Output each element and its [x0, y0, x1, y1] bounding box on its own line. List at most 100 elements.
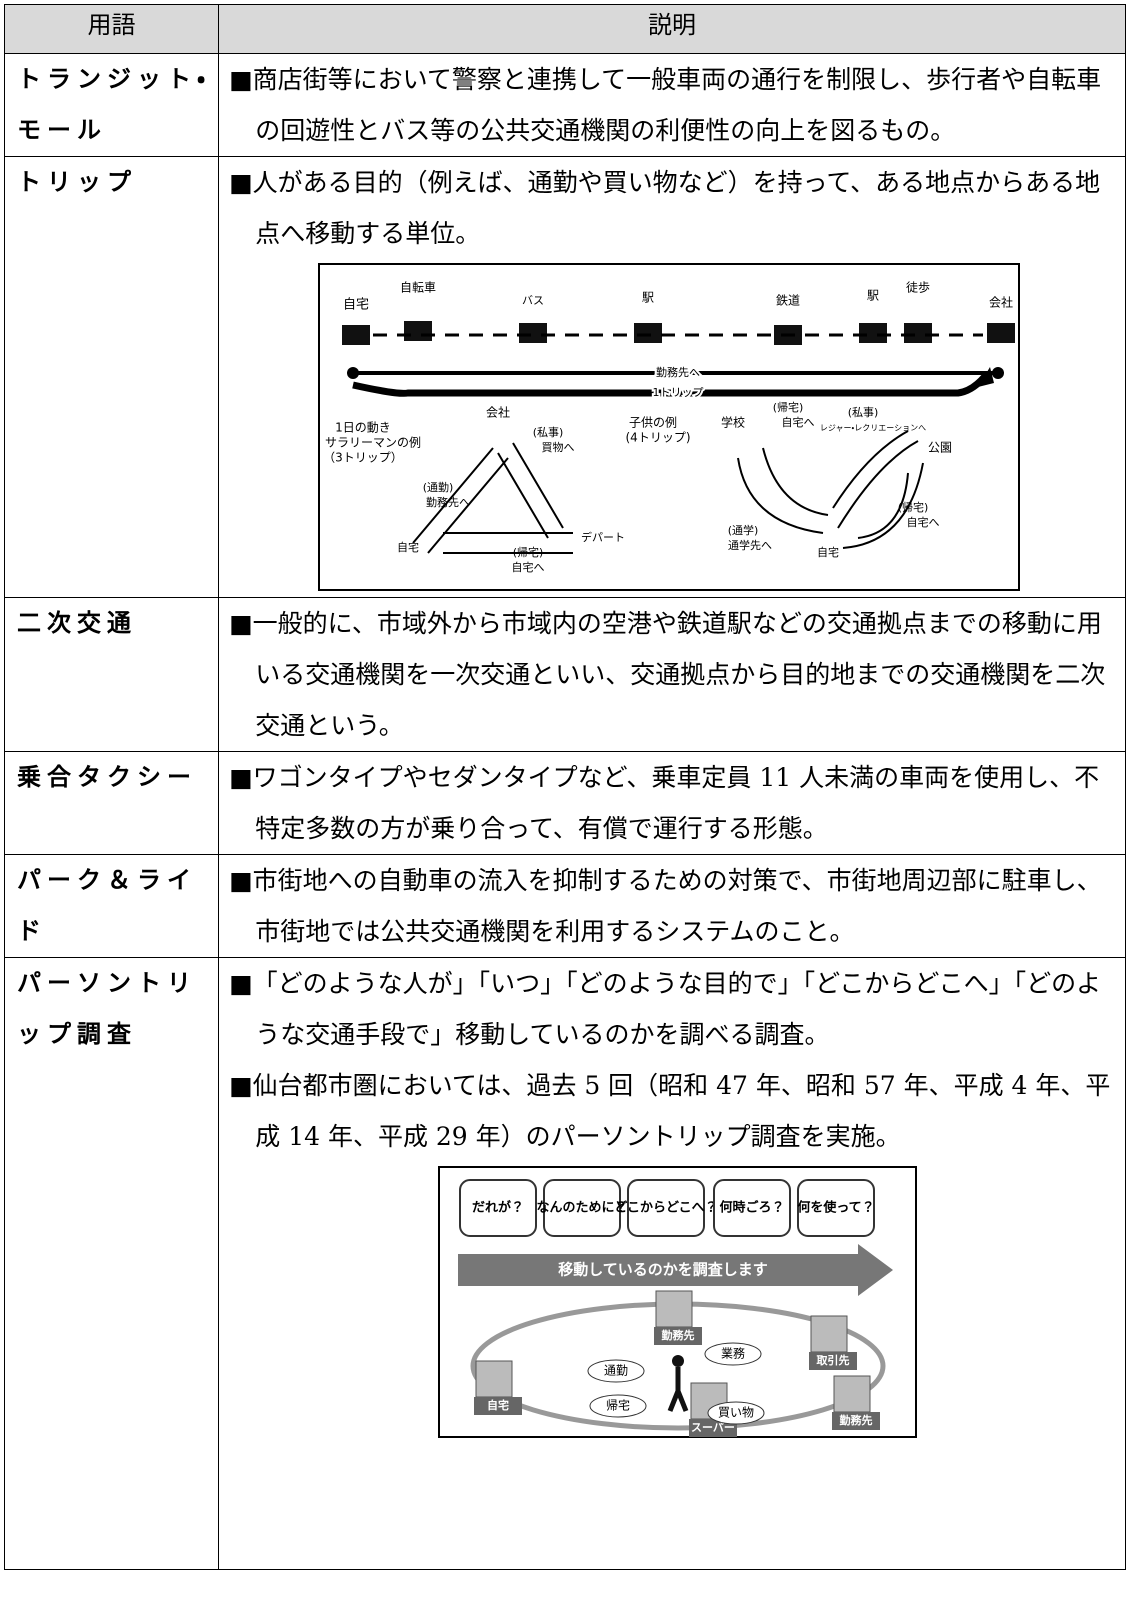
header-cell: 説明 [218, 4, 1126, 54]
diagram-label: (私事) [848, 406, 879, 419]
person-body [667, 1367, 689, 1412]
mode-icon [634, 323, 662, 343]
diagram-label: デパート [581, 530, 625, 544]
building [475, 1360, 513, 1398]
table-row: パーソントリップ調査 ■「どのような人が」「いつ」「どのような目的で」「どこからど… [4, 957, 1126, 1570]
table-row: トリップ ■人がある目的（例えば、通勤や買い物など）を持って、ある地点からある地点… [4, 156, 1126, 598]
trip-loop [737, 430, 924, 549]
speech-bubble [704, 1342, 762, 1366]
question-box [627, 1179, 705, 1237]
mode-icon [519, 323, 547, 343]
mode-icon [904, 323, 932, 343]
diagram-label: 徒歩 [906, 280, 930, 295]
place-label: 取引先 [817, 1353, 850, 1367]
description-cell: ■一般的に、市域外から市域内の空港や鉄道駅などの交通拠点までの移動に用いる交通機… [218, 597, 1126, 752]
frame [318, 263, 1020, 591]
speech-bubble [707, 1401, 765, 1425]
speech-bubble [589, 1394, 647, 1418]
diagram-label: 買物へ [542, 440, 575, 454]
header-row: 用語 説明 [4, 4, 1126, 54]
term-cell: トリップ [4, 156, 219, 598]
description-item: ■仙台都市圏においては、過去 5 回（昭和 47 年、昭和 57 年、平成 4 … [229, 1071, 1111, 1151]
diagram-label: 会社 [486, 405, 510, 420]
description-item: ■市街地への自動車の流入を抑制するための対策で、市街地周辺部に駐車し、市街地では… [229, 866, 1102, 946]
mode-icon [404, 321, 432, 341]
diagram-label: (帰宅) [898, 501, 929, 514]
question-text: 何時ごろ？ [719, 1200, 784, 1216]
bubble-text: 通勤 [604, 1364, 628, 1378]
question-text: どこからどこへ？ [614, 1201, 717, 1216]
term-cell: 二次交通 [4, 597, 219, 752]
diagram-label: レジャー・レクリエーションへ [820, 424, 926, 433]
diagram-label: 自宅へ [512, 561, 545, 574]
diagram-label: (4トリップ) [626, 431, 691, 445]
question-text: なんのために？ [536, 1201, 627, 1216]
question-box [713, 1179, 791, 1237]
glossary-table: 用語 説明 トランジット・モール ■商店街等において警察と連携して一般車両の通行を… [4, 4, 1126, 1570]
diagram-label: （3トリップ） [323, 451, 403, 465]
table-row: トランジット・モール ■商店街等において警察と連携して一般車両の通行を制限し、歩行… [4, 53, 1126, 157]
description-cell: ■「どのような人が」「いつ」「どのような目的で」「どこからどこへ」「どのような交… [218, 957, 1126, 1570]
description-cell: ■市街地への自動車の流入を抑制するための対策で、市街地周辺部に駐車し、市街地では… [218, 854, 1126, 958]
place-tag [474, 1397, 522, 1415]
diagram-label: (通学) [728, 523, 759, 537]
question-text: 何を使って？ [797, 1200, 874, 1216]
route-dot [992, 367, 1004, 379]
bubble-text: 買い物 [718, 1406, 754, 1420]
question-box [797, 1179, 875, 1237]
table-row: 二次交通 ■一般的に、市域外から市域内の空港や鉄道駅などの交通拠点までの移動に用い… [4, 597, 1126, 752]
diagram-label: 1トリップ [653, 386, 704, 399]
diagram-label: 公園 [928, 441, 952, 455]
trip-diagram: 自宅自転車バス駅鉄道 駅徒歩会社勤務先へ1トリップ1日の動きサラリーマンの例（3ト… [318, 263, 1020, 591]
mode-icon [342, 325, 370, 345]
mode-icon [987, 323, 1015, 343]
diagram-label: (帰宅) [773, 401, 804, 414]
description-item: ■「どのような人が」「いつ」「どのような目的で」「どこからどこへ」「どのような交… [229, 969, 1102, 1049]
mode-icon [859, 323, 887, 343]
diagram-label: (私事) [533, 426, 564, 439]
trip-arrow [352, 372, 989, 397]
diagram-label: 鉄道 [776, 293, 800, 308]
term-cell: 乗合タクシー [4, 751, 219, 855]
question-box [459, 1179, 537, 1237]
diagram-label: サラリーマンの例 [325, 436, 421, 450]
diagram-label: 自転車 [400, 281, 436, 295]
building [833, 1375, 871, 1413]
description-cell: ■商店街等において警察と連携して一般車両の通行を制限し、歩行者や自転車の回遊性と… [218, 53, 1126, 157]
diagram-label: 自宅へ [782, 416, 815, 429]
building [810, 1315, 848, 1353]
building [655, 1290, 693, 1328]
term-cell: パーク＆ライド [4, 854, 219, 958]
description-item: ■一般的に、市域外から市域内の空港や鉄道駅などの交通拠点までの移動に用いる交通機… [229, 609, 1106, 740]
bubble-text: 帰宅 [606, 1399, 630, 1413]
diagram-label: 通学先へ [728, 538, 772, 552]
header-cell: 用語 [4, 4, 219, 54]
frame [438, 1166, 917, 1438]
term-cell: トランジット・モール [4, 53, 219, 157]
description-cell: ■ワゴンタイプやセダンタイプなど、乗車定員 11 人未満の車両を使用し、不特定多… [218, 751, 1126, 855]
diagram-label: 会社 [989, 295, 1013, 310]
diagram-label: バス [522, 294, 544, 307]
place-label: 勤務先 [840, 1413, 873, 1427]
table-row: パーク＆ライド ■市街地への自動車の流入を抑制するための対策で、市街地周辺部に駐車… [4, 854, 1126, 958]
bubble-text: 業務 [721, 1347, 745, 1361]
place-label: スーパー [691, 1421, 735, 1434]
diagram-label: (帰宅) [513, 546, 544, 559]
diagram-label: 勤務先へ [426, 495, 470, 509]
diagram-label: (通勤) [423, 480, 454, 494]
description-item: ■ワゴンタイプやセダンタイプなど、乗車定員 11 人未満の車両を使用し、不特定多… [229, 763, 1100, 843]
diagram-label: 自宅 [397, 541, 419, 554]
trip-arrow-head [978, 367, 994, 387]
description-item: ■商店街等において警察と連携して一般車両の通行を制限し、歩行者や自転車の回遊性と… [229, 65, 1102, 145]
diagram-label: 自宅へ [907, 516, 940, 529]
person-head [672, 1355, 684, 1367]
place-label: 自宅 [487, 1398, 509, 1412]
person-trip-diagram: だれが？ なんのために？どこからどこへ？ 何時ごろ？ 何を使って？ 移動しているのかを調… [438, 1166, 917, 1438]
description-item: ■人がある目的（例えば、通勤や買い物など）を持って、ある地点からある地点へ移動す… [229, 168, 1101, 248]
diagram-label: 1日の動き [335, 421, 391, 435]
route-dot [347, 367, 359, 379]
description-cell: ■人がある目的（例えば、通勤や買い物など）を持って、ある地点からある地点へ移動す… [218, 156, 1126, 598]
diagram-label: 自宅 [817, 546, 839, 559]
banner-text: 移動しているのかを調査します [558, 1261, 768, 1279]
